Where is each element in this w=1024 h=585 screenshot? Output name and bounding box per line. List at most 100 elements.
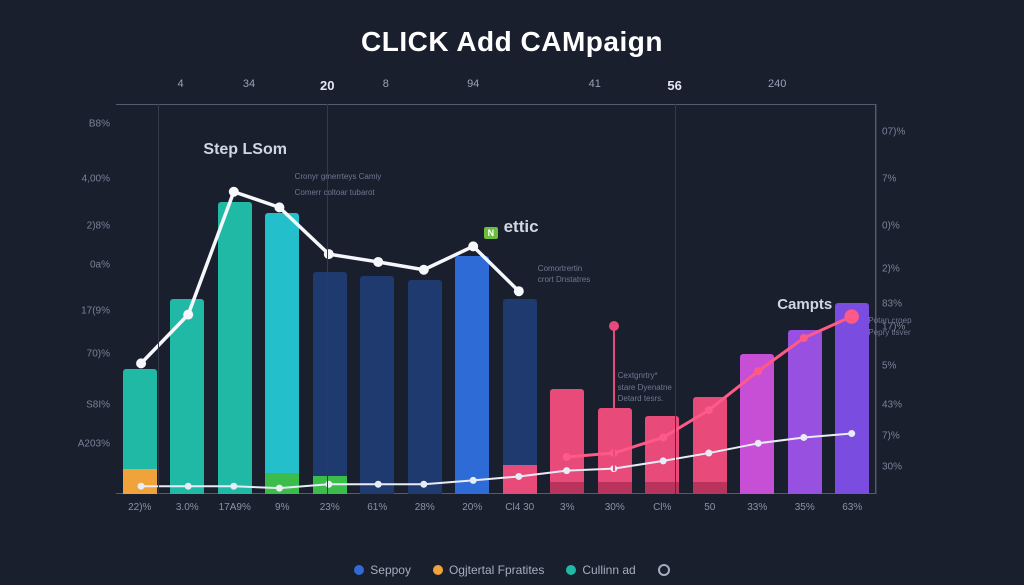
x-axis-bottom: 22)% 3.0% 17A9% 9% 23% 61% 28% 20% Cl4 30 3% 30% Cl… [116,502,876,522]
annotation-label: Step LSom [203,141,287,159]
legend-swatch [354,565,364,575]
x-tick: 3.0% [176,502,199,513]
series-line [567,317,852,457]
x-top-tick: 56 [667,78,681,93]
y2-tick: 43% [882,400,932,411]
x-tick: 28% [415,502,435,513]
y2-tick: 5% [882,361,932,372]
y-tick: 0a% [60,259,110,270]
annotation-label: Campts [777,296,832,313]
y-tick: S8I% [60,400,110,411]
x-tick: 63% [842,502,862,513]
series-marker [183,310,193,320]
y2-tick: 7)% [882,431,932,442]
series-marker [515,473,522,480]
series-marker [229,187,239,197]
series-marker [754,367,762,375]
legend-swatch [433,565,443,575]
annotation-label: Detard tesrs. [618,394,664,404]
page-title: CLICK Add CAMpaign [0,26,1024,58]
series-marker [420,481,427,488]
series-marker [705,406,713,414]
series-marker [755,440,762,447]
legend-label: Cullinn ad [582,563,635,577]
highlight-pin-dot [609,321,619,331]
series-line [141,434,852,489]
legend-item [658,564,670,576]
x-top-tick: 34 [243,78,255,90]
series-marker [514,286,524,296]
x-top-tick: 41 [589,78,601,90]
series-marker [373,257,383,267]
x-top-tick: 4 [178,78,184,90]
gridline [675,104,676,494]
annotation-label: Cextgnrtry* [618,371,658,381]
x-tick: 30% [605,502,625,513]
y-tick: B8% [60,119,110,130]
x-tick: Cl4 30 [505,502,534,513]
x-tick: 9% [275,502,289,513]
series-marker [563,453,571,461]
y-tick: 2)8% [60,220,110,231]
legend-item: Cullinn ad [566,563,635,577]
x-tick: 50 [704,502,715,513]
gridline [327,104,328,494]
y-axis-right: 07)% 7% 0)% 2)% 83% 17)% 5% 43% 7)% 30% [882,104,932,494]
y-tick: 70)% [60,349,110,360]
y2-tick: 83% [882,298,932,309]
x-tick: 23% [320,502,340,513]
series-marker [419,265,429,275]
series-line [141,192,519,364]
x-top-tick: 20 [320,78,334,93]
x-top-tick: 94 [467,78,479,90]
series-marker [563,467,570,474]
annotation-label: Comortrertin [538,264,582,274]
y2-tick: 30% [882,462,932,473]
series-marker [185,483,192,490]
series-marker [468,241,478,251]
y-tick: A203% [60,439,110,450]
x-tick: Cl% [653,502,671,513]
y-tick: 17(9% [60,306,110,317]
highlight-pin [613,326,615,470]
y-axis-left: B8%4,00%2)8%0a%17(9%70)%S8I%A203% [60,104,110,494]
x-tick: 22)% [128,502,151,513]
series-marker [324,249,334,259]
series-marker [470,477,477,484]
y2-tick: 17)% [882,322,932,333]
x-tick: 20% [462,502,482,513]
x-tick: 33% [747,502,767,513]
gridline [876,104,877,494]
series-marker [274,202,284,212]
x-tick: 3% [560,502,574,513]
campaign-chart: Step LSomCronyr gmerrteys CamiyComerr co… [116,104,876,494]
y2-tick: 07)% [882,127,932,138]
x-tick: 61% [367,502,387,513]
series-marker [276,485,283,492]
legend-swatch [658,564,670,576]
series-marker [375,481,382,488]
x-top-tick: 240 [768,78,786,90]
y2-tick: 0)% [882,220,932,231]
series-marker [705,450,712,457]
series-marker [848,430,855,437]
series-marker [800,334,808,342]
legend-label: Seppoy [370,563,411,577]
y2-tick: 7% [882,173,932,184]
annotation-label: crort Dnstatres [538,275,590,285]
gridline [158,104,159,494]
series-marker [659,433,667,441]
series-marker [136,358,146,368]
annotation-label: stare Dyenatne [618,383,672,393]
x-tick: 17A9% [219,502,251,513]
y2-tick: 2)% [882,263,932,274]
series-marker [844,309,858,323]
series-marker [138,483,145,490]
series-marker [660,457,667,464]
lines-layer [116,104,876,494]
annotation-badge: N [484,227,499,239]
x-axis-top: 434208944156240 [116,78,876,98]
legend-item: Seppoy [354,563,411,577]
legend-swatch [566,565,576,575]
legend: SeppoyOgjtertal FpratitesCullinn ad [0,563,1024,577]
